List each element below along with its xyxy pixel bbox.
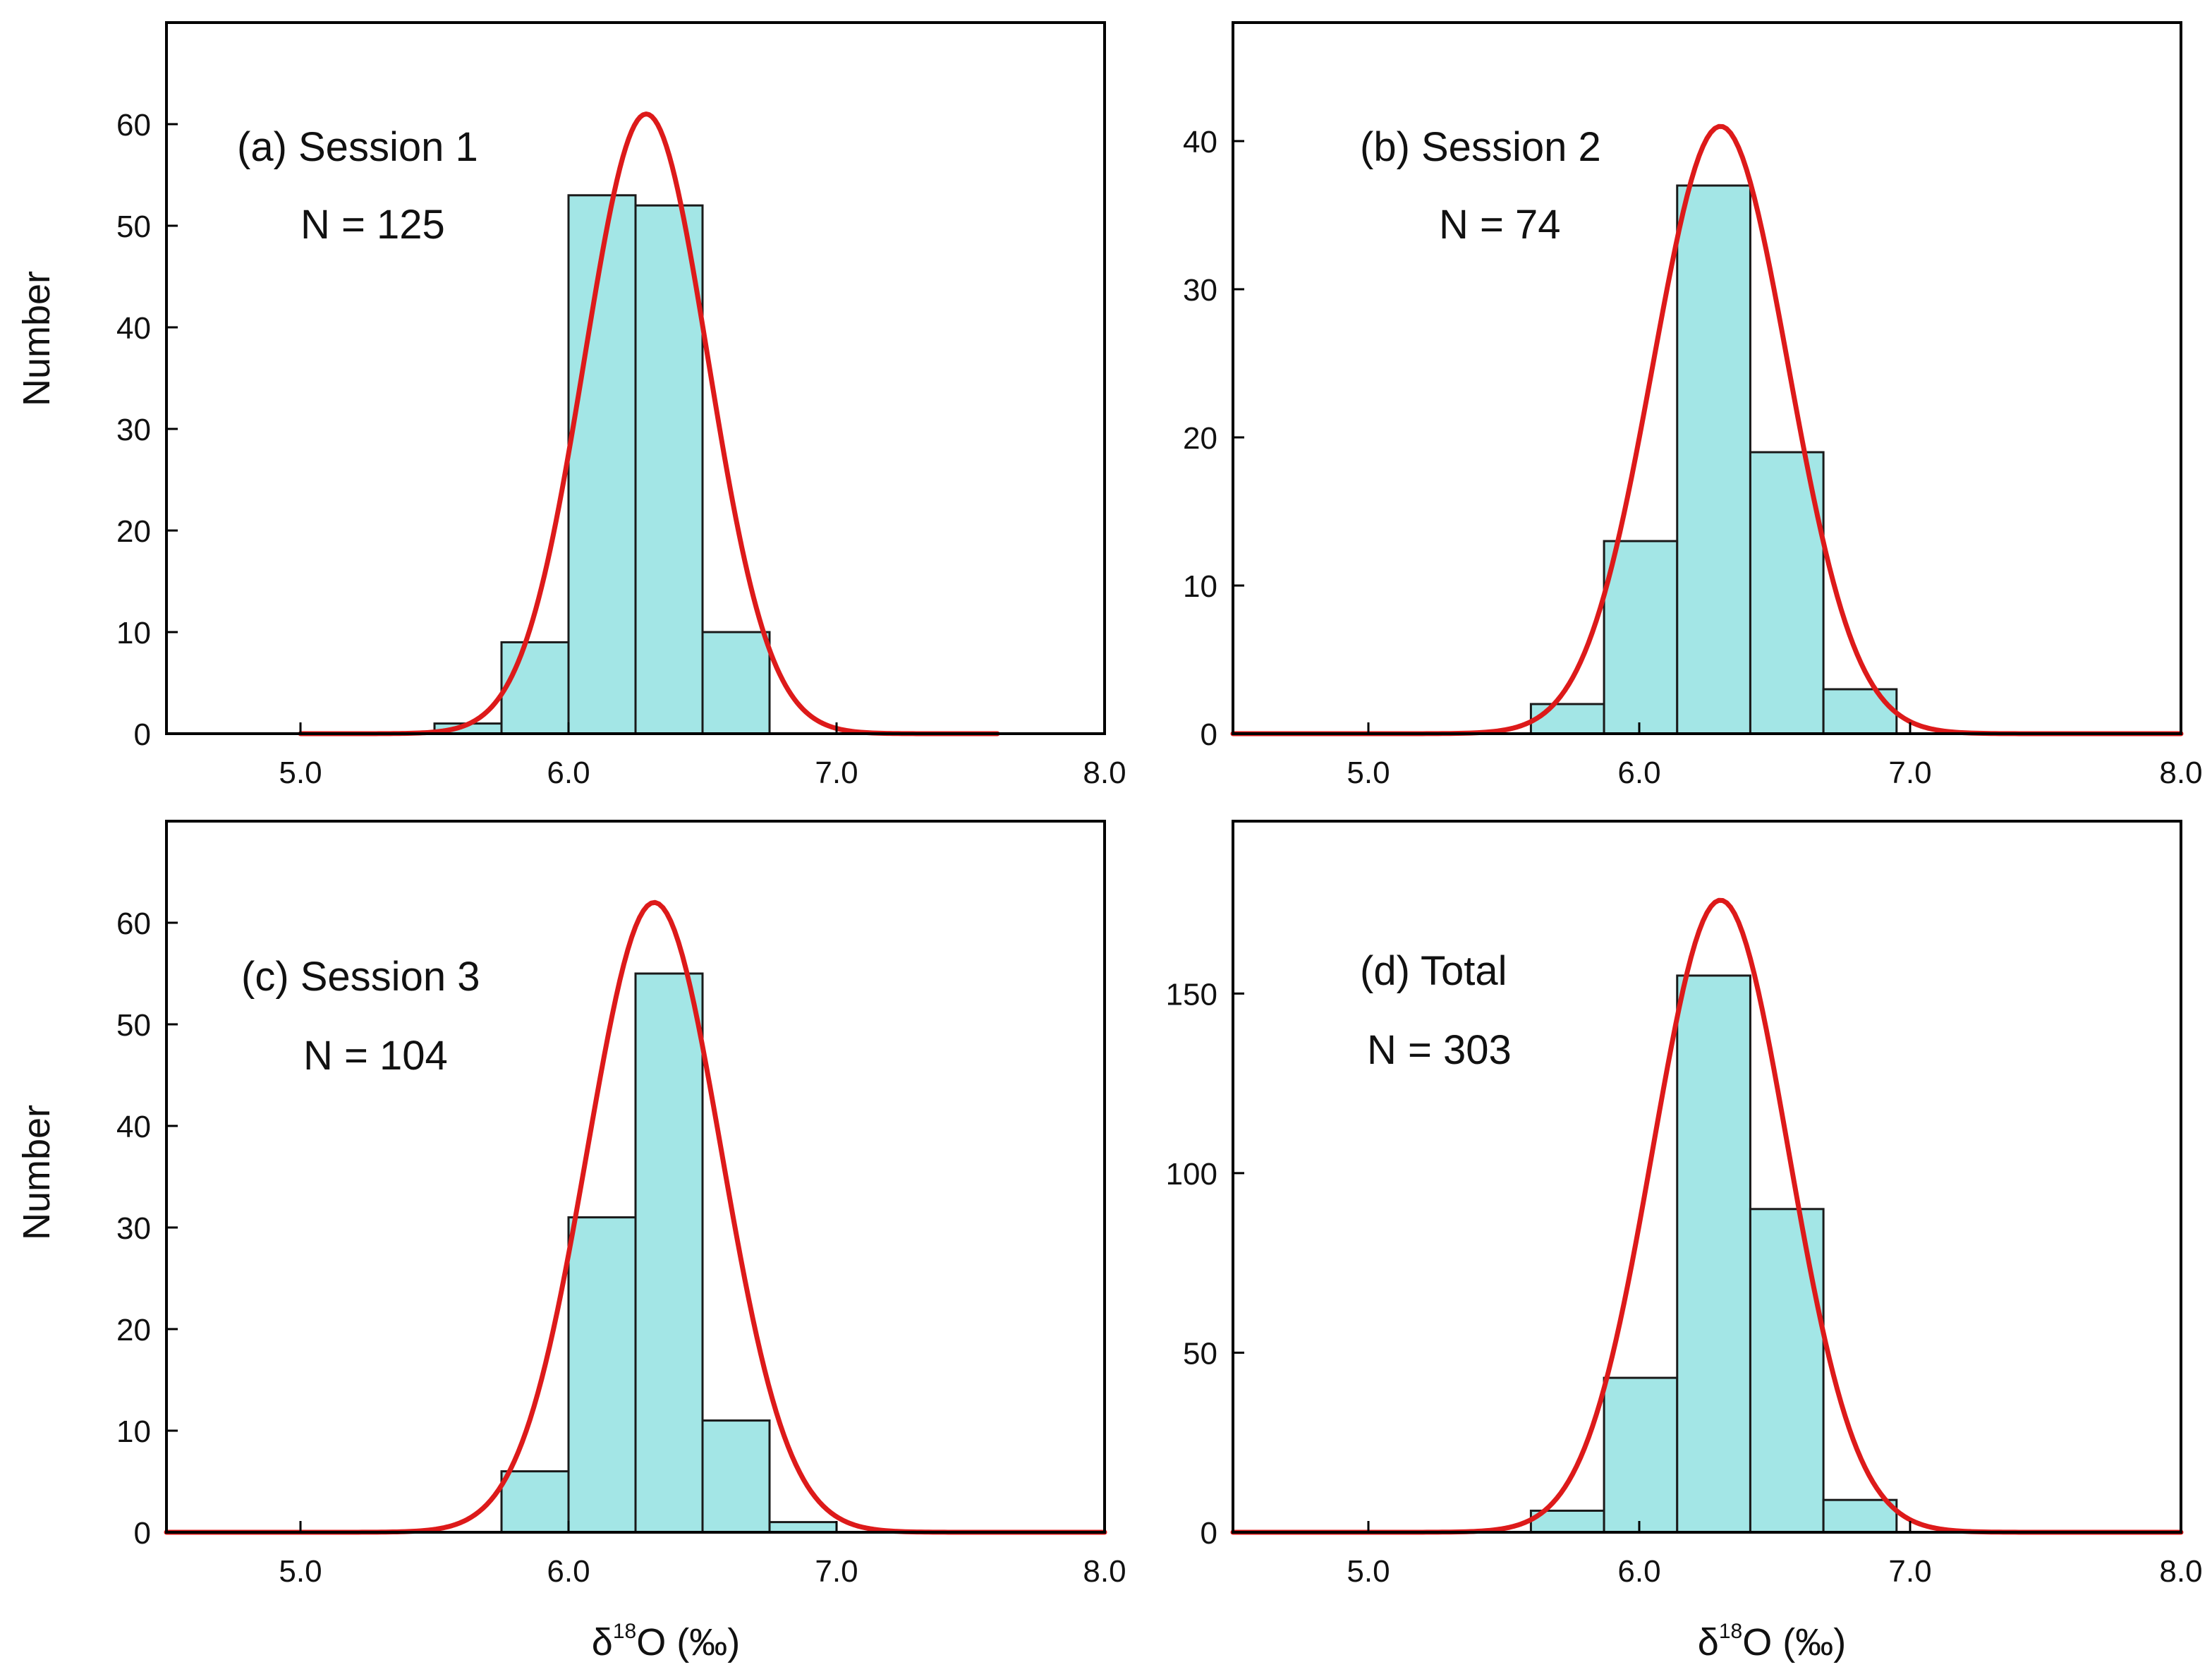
panel-c-ytick-label-60: 60 [116, 907, 151, 941]
panel-c-bar-2 [567, 1216, 637, 1534]
panel-a-title: (a) Session 1 [237, 124, 478, 170]
panel-c-bar-5 [768, 1521, 838, 1534]
panel-a-ytick-label-60: 60 [116, 108, 151, 143]
x-axis-title-left-delta: δ [592, 1621, 613, 1663]
panel-c-xtick-label-5.0: 5.0 [279, 1554, 322, 1589]
panel-d-title: (d) Total [1360, 948, 1507, 994]
panel-d-bar-5 [1822, 1498, 1898, 1534]
panel-b-xtick-label-5.0: 5.0 [1347, 756, 1390, 790]
panel-a-frame [165, 21, 1106, 735]
panel-a-bar-4 [634, 204, 704, 735]
panel-d-xtick-label-8.0: 8.0 [2159, 1554, 2202, 1589]
panel-a-ytick-label-40: 40 [116, 311, 151, 346]
panel-b-xtick-label-8.0: 8.0 [2159, 756, 2202, 790]
panel-d-ytick-label-0: 0 [1201, 1516, 1217, 1551]
panel-a-xtick-label-7.0: 7.0 [815, 756, 858, 790]
panel-b-ytick-label-10: 10 [1183, 569, 1217, 604]
panel-d-xtick-label-7.0: 7.0 [1888, 1554, 1931, 1589]
x-axis-title-right: δ18O (‰) [1698, 1620, 1846, 1663]
panel-a-bar-2 [500, 641, 570, 735]
panel-b-bar-5 [1822, 688, 1898, 735]
panel-c-bar-1 [500, 1470, 570, 1534]
x-axis-title-left-sup: 18 [613, 1620, 636, 1643]
panel-d-bar-4 [1749, 1208, 1825, 1534]
x-axis-title-right-sup: 18 [1719, 1620, 1742, 1643]
panel-b-xtick-label-6.0: 6.0 [1617, 756, 1660, 790]
panel-a-bar-3 [567, 194, 637, 735]
panel-b-bar-2 [1603, 540, 1679, 735]
panel-c-ytick-label-20: 20 [116, 1313, 151, 1347]
y-axis-title-bottom: Number [16, 1105, 58, 1240]
panel-c-xtick-label-7.0: 7.0 [815, 1554, 858, 1589]
panel-c: (c) Session 3 N = 104 0 10 20 30 40 50 60 5.0 6.… [116, 820, 1126, 1589]
panel-c-ytick-label-10: 10 [116, 1414, 151, 1449]
panel-c-ytick-label-30: 30 [116, 1211, 151, 1246]
x-axis-title-right-delta: δ [1698, 1621, 1719, 1663]
x-axis-title-left: δ18O (‰) [592, 1620, 740, 1663]
panel-c-ytick-label-40: 40 [116, 1110, 151, 1144]
panel-b-ytick-label-0: 0 [1201, 717, 1217, 752]
panel-d-ytick-label-50: 50 [1183, 1336, 1217, 1371]
panel-b-xtick-label-7.0: 7.0 [1888, 756, 1931, 790]
panel-b-frame [1232, 21, 2182, 735]
panel-b-ytick-label-30: 30 [1183, 273, 1217, 308]
panel-d-bar-2 [1603, 1376, 1679, 1534]
panel-d-ytick-label-100: 100 [1166, 1157, 1217, 1192]
panel-c-bar-3 [634, 972, 704, 1534]
panel-b: (b) Session 2 N = 74 0 10 20 30 40 5.0 6.0 7.0 8… [1183, 21, 2203, 790]
panel-a-xtick-label-8.0: 8.0 [1083, 756, 1126, 790]
panel-d-xtick-label-5.0: 5.0 [1347, 1554, 1390, 1589]
panel-c-n-label: N = 104 [303, 1033, 448, 1079]
panel-a-n-label: N = 125 [300, 202, 445, 248]
panel-d-n-label: N = 303 [1367, 1027, 1512, 1073]
panel-b-ytick-label-20: 20 [1183, 421, 1217, 456]
panel-d-bar-3 [1676, 974, 1751, 1534]
panel-a-ytick-label-0: 0 [134, 717, 151, 752]
panel-a-ytick-label-10: 10 [116, 616, 151, 650]
panel-c-ytick-label-50: 50 [116, 1008, 151, 1043]
panel-d: (d) Total N = 303 0 50 100 150 5.0 6.0 7.0 8.0 [1166, 820, 2203, 1589]
panel-a: (a) Session 1 N = 125 0 10 20 30 40 50 60 5.0 6.… [116, 21, 1126, 790]
panel-b-bar-3 [1676, 184, 1751, 735]
panel-c-bar-4 [701, 1419, 771, 1534]
panel-b-ytick-label-40: 40 [1183, 125, 1217, 159]
panel-c-xtick-label-6.0: 6.0 [547, 1554, 590, 1589]
panel-c-ytick-label-0: 0 [134, 1516, 151, 1551]
panel-a-ytick-label-50: 50 [116, 210, 151, 244]
panel-b-n-label: N = 74 [1439, 202, 1561, 248]
panel-b-title: (b) Session 2 [1360, 124, 1601, 170]
panel-a-xtick-label-5.0: 5.0 [279, 756, 322, 790]
panel-a-ytick-label-30: 30 [116, 413, 151, 447]
panel-d-ytick-label-150: 150 [1166, 977, 1217, 1012]
panel-a-ytick-label-20: 20 [116, 514, 151, 549]
x-axis-title-right-rest: O (‰) [1742, 1621, 1846, 1663]
panel-a-bar-5 [701, 631, 771, 735]
panel-d-xtick-label-6.0: 6.0 [1617, 1554, 1660, 1589]
panel-c-title: (c) Session 3 [241, 954, 480, 1000]
panel-b-bar-1 [1529, 703, 1605, 735]
y-axis-title-top: Number [16, 271, 58, 406]
panel-b-bar-4 [1749, 451, 1825, 735]
panel-d-frame [1232, 820, 2182, 1534]
panel-a-xtick-label-6.0: 6.0 [547, 756, 590, 790]
panel-c-frame [165, 820, 1106, 1534]
panel-c-xtick-label-8.0: 8.0 [1083, 1554, 1126, 1589]
x-axis-title-left-rest: O (‰) [636, 1621, 740, 1663]
